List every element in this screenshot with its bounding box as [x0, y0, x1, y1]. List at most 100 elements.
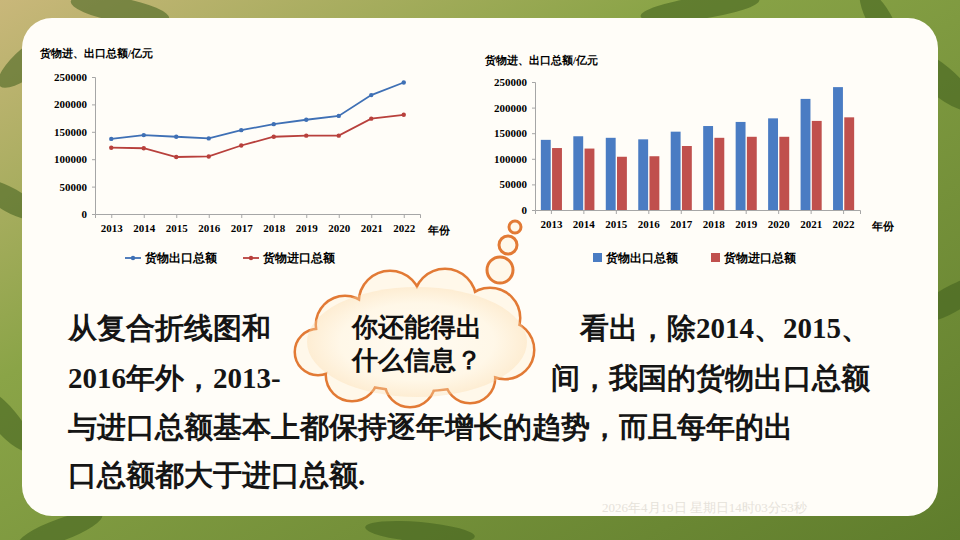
marker	[207, 136, 211, 140]
y-tick-mark	[532, 159, 535, 160]
y-axis-title: 货物进、出口总额/亿元	[39, 47, 153, 60]
x-tick-label: 2016	[638, 218, 661, 230]
paragraph-text: 与进口总额基本上都保持逐年增长的趋势，而且每年的出	[67, 411, 793, 443]
slide-canvas: 0500001000001500002000002500002013201420…	[0, 0, 960, 540]
marker	[174, 155, 178, 159]
legend-label: 货物出口总额	[144, 251, 218, 265]
cloud-bubble	[509, 221, 521, 233]
y-tick-label: 150000	[54, 126, 88, 138]
x-tick: 2021	[361, 214, 383, 234]
legend-swatch	[593, 253, 602, 262]
line	[111, 82, 404, 138]
cloud-shade	[307, 287, 527, 397]
legend-marker	[131, 256, 135, 260]
x-tick-label: 2015	[166, 222, 189, 234]
chart-line: 0500001000001500002000002500002013201420…	[39, 47, 451, 265]
y-tick-mark	[532, 184, 535, 185]
x-axis-line	[536, 211, 861, 215]
marker	[304, 118, 308, 122]
y-axis-line	[92, 78, 96, 215]
x-tick-mark	[209, 214, 210, 218]
x-tick-mark	[371, 214, 372, 218]
x-tick: 2022	[833, 210, 856, 230]
x-tick-mark	[843, 210, 844, 214]
paragraph-text: 看出，除2014、2015、	[579, 312, 870, 344]
y-axis: 050000100000150000200000250000	[494, 76, 536, 216]
bar	[649, 156, 659, 210]
x-tick: 2021	[800, 210, 822, 230]
x-tick-label: 2013	[540, 218, 563, 230]
x-tick-mark	[274, 214, 275, 218]
legend-label: 货物进口总额	[262, 251, 336, 265]
x-tick: 2019	[296, 214, 319, 234]
legend-label: 货物进口总额	[723, 251, 797, 265]
cloud-bubble	[499, 236, 517, 254]
bar	[736, 122, 746, 210]
x-tick: 2017	[231, 214, 254, 234]
x-tick-mark	[404, 214, 405, 218]
bar	[682, 146, 692, 210]
y-tick: 200000	[494, 102, 535, 114]
y-tick-mark	[532, 82, 535, 83]
bar	[552, 148, 562, 210]
x-tick-mark	[648, 210, 649, 214]
x-tick: 2018	[703, 210, 726, 230]
x-tick-label: 2022	[833, 218, 856, 230]
background	[0, 0, 960, 540]
bar	[541, 140, 551, 210]
y-tick-label: 250000	[54, 71, 88, 83]
marker	[272, 122, 276, 126]
y-tick: 50000	[500, 178, 536, 190]
x-tick-mark	[306, 214, 307, 218]
y-tick-mark	[532, 210, 535, 211]
x-tick-label: 2019	[735, 218, 758, 230]
y-tick-mark	[92, 132, 95, 133]
x-tick: 2022	[393, 214, 416, 234]
y-tick-label: 100000	[54, 153, 88, 165]
marker	[304, 133, 308, 137]
x-tick-mark	[583, 210, 584, 214]
bar	[714, 138, 724, 210]
chart-bar: 0500001000001500002000002500002013201420…	[484, 54, 895, 265]
x-tick-mark	[339, 214, 340, 218]
legend: 货物出口总额 货物进口总额	[593, 251, 797, 265]
x-tick-mark	[681, 210, 682, 214]
x-tick-label: 2016	[198, 222, 221, 234]
paragraph-text: 口总额都大于进口总额.	[68, 459, 365, 491]
y-tick-label: 200000	[54, 98, 88, 110]
x-tick-label: 2017	[231, 222, 254, 234]
x-tick: 2019	[735, 210, 758, 230]
x-tick: 2015	[605, 210, 628, 230]
x-tick-mark	[616, 210, 617, 214]
legend-item: 货物出口总额	[125, 251, 218, 265]
y-tick-mark	[532, 108, 535, 109]
y-tick-mark	[92, 104, 95, 105]
paragraph: 从复合折线图和看出，除2014、2015、2016年外，2013-间，我国的货物…	[67, 312, 871, 491]
legend-item: 货物进口总额	[711, 251, 797, 265]
x-tick: 2016	[198, 214, 221, 234]
legend-label: 货物出口总额	[605, 251, 679, 265]
y-tick-label: 250000	[494, 76, 528, 88]
y-tick: 100000	[54, 153, 95, 165]
x-tick-label: 2018	[263, 222, 286, 234]
x-tick: 2014	[573, 210, 596, 230]
x-tick-mark	[746, 210, 747, 214]
x-tick-label: 2014	[573, 218, 596, 230]
paragraph-text: 2016年外，2013-	[68, 362, 281, 394]
y-tick-label: 50000	[60, 181, 88, 193]
y-tick: 250000	[54, 71, 95, 83]
cloud-bubble	[487, 257, 513, 283]
x-tick: 2017	[670, 210, 693, 230]
callout-text: 你还能得出	[351, 313, 482, 342]
y-tick-label: 50000	[500, 178, 528, 190]
y-tick: 250000	[494, 76, 535, 88]
bar	[812, 121, 822, 210]
x-axis: 2013201420152016201720182019202020212022	[536, 210, 861, 230]
x-axis-title: 年份	[427, 224, 451, 236]
x-tick-label: 2017	[670, 218, 693, 230]
x-tick: 2013	[101, 214, 124, 234]
bar	[844, 117, 854, 210]
x-tick-label: 2019	[296, 222, 319, 234]
y-axis-title: 货物进、出口总额/亿元	[484, 54, 598, 67]
y-tick: 150000	[54, 126, 95, 138]
